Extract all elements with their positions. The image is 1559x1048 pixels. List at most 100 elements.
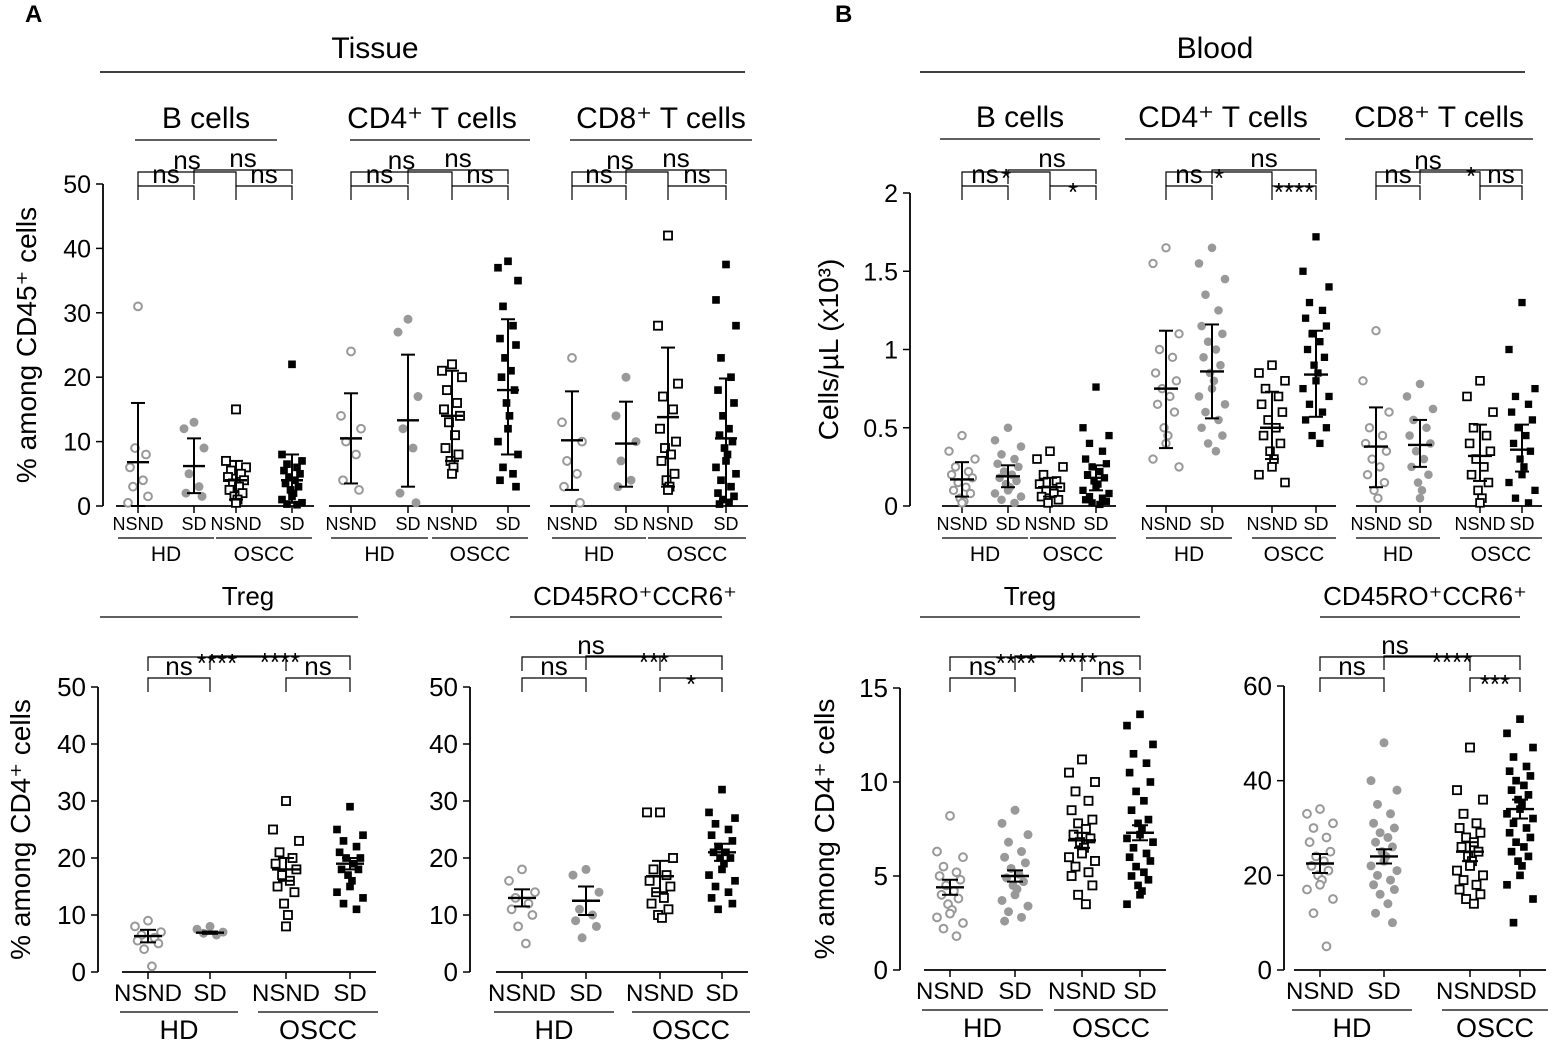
data-point — [1169, 407, 1180, 417]
cohort-label: HD — [364, 543, 394, 566]
significance-label: * — [1214, 163, 1224, 193]
data-point — [1320, 353, 1329, 361]
data-point — [296, 469, 304, 478]
data-point — [507, 366, 515, 375]
data-point — [496, 334, 504, 343]
data-point — [1328, 894, 1338, 904]
data-point — [1167, 352, 1178, 363]
data-point — [501, 354, 509, 362]
significance-bracket — [521, 677, 587, 692]
data-point — [1305, 298, 1314, 307]
data-point — [1514, 424, 1522, 432]
data-point — [718, 865, 726, 874]
data-point — [728, 437, 737, 446]
data-point — [1150, 368, 1161, 378]
data-point — [1316, 338, 1324, 346]
data-point — [1308, 823, 1319, 833]
data-point — [1218, 431, 1227, 440]
group-title: CD8⁺ T cells — [576, 102, 746, 135]
significance-label: **** — [1432, 647, 1472, 677]
significance-bracket — [147, 677, 211, 692]
significance-label: **** — [1057, 647, 1097, 677]
data-point — [1123, 721, 1131, 730]
significance-bracket — [521, 656, 661, 671]
data-point — [990, 435, 1000, 445]
data-point — [333, 825, 341, 834]
significance-label: *** — [639, 647, 669, 677]
data-point — [731, 814, 739, 822]
data-point — [1483, 477, 1494, 488]
significance-label: **** — [197, 648, 237, 678]
data-point — [655, 807, 665, 818]
data-point — [1058, 462, 1068, 472]
data-point — [1516, 455, 1524, 463]
y-tick-label: 50 — [429, 672, 458, 702]
data-point — [1301, 314, 1310, 322]
data-point — [1305, 400, 1314, 408]
data-point — [1383, 832, 1393, 842]
data-point — [1010, 454, 1019, 464]
significance-label: ns — [1338, 651, 1365, 681]
data-point — [718, 785, 726, 794]
significance-label: ns — [250, 159, 277, 189]
data-point — [128, 481, 138, 492]
data-point — [999, 467, 1009, 476]
data-point — [346, 882, 354, 891]
data-point — [1387, 918, 1397, 928]
data-point — [351, 449, 361, 460]
data-point — [714, 905, 722, 914]
data-point — [277, 870, 288, 881]
data-point — [344, 871, 352, 879]
data-point — [1064, 852, 1074, 863]
data-point — [1197, 423, 1206, 433]
data-point — [1369, 818, 1379, 828]
data-point — [1023, 901, 1033, 911]
data-point — [282, 910, 293, 920]
data-point — [1529, 895, 1537, 903]
significance-bracket — [585, 655, 723, 670]
data-point — [1017, 847, 1026, 857]
data-point — [1373, 799, 1382, 809]
data-point — [453, 449, 464, 460]
data-point — [663, 230, 673, 241]
category-label: NSND — [546, 514, 597, 534]
data-point — [1277, 407, 1288, 417]
cohort-label: HD — [970, 543, 1000, 566]
significance-bracket — [209, 655, 351, 670]
data-point — [724, 888, 733, 897]
group-title: CD8⁺ T cells — [1354, 101, 1524, 134]
data-point — [279, 898, 290, 909]
data-point — [1454, 884, 1465, 895]
significance-bracket — [949, 677, 1016, 692]
data-point — [393, 327, 403, 337]
data-point — [1254, 469, 1264, 480]
data-point — [512, 341, 520, 349]
data-point — [1424, 470, 1433, 480]
data-point — [179, 424, 189, 434]
cohort-label: HD — [535, 1015, 574, 1045]
data-point — [1073, 889, 1084, 900]
data-point — [1520, 463, 1528, 471]
data-point — [356, 423, 366, 434]
data-point — [1478, 794, 1488, 805]
significance-bracket — [193, 169, 293, 184]
significance-bracket — [451, 185, 509, 200]
data-point — [1280, 376, 1290, 386]
data-point — [1417, 486, 1427, 495]
data-point — [1524, 852, 1533, 861]
y-tick-label: 10 — [859, 767, 888, 797]
data-point — [559, 481, 569, 492]
data-point — [499, 463, 507, 472]
category-label: NSND — [626, 980, 694, 1007]
data-point — [571, 916, 581, 926]
category-label: SD — [181, 514, 206, 534]
category-label: SD — [193, 980, 226, 1007]
data-point — [141, 449, 151, 460]
data-point — [1318, 306, 1327, 315]
y-tick-label: 10 — [63, 429, 91, 457]
data-point — [631, 437, 641, 447]
data-point — [509, 469, 517, 478]
data-point — [1315, 804, 1325, 814]
data-point — [1528, 416, 1537, 424]
